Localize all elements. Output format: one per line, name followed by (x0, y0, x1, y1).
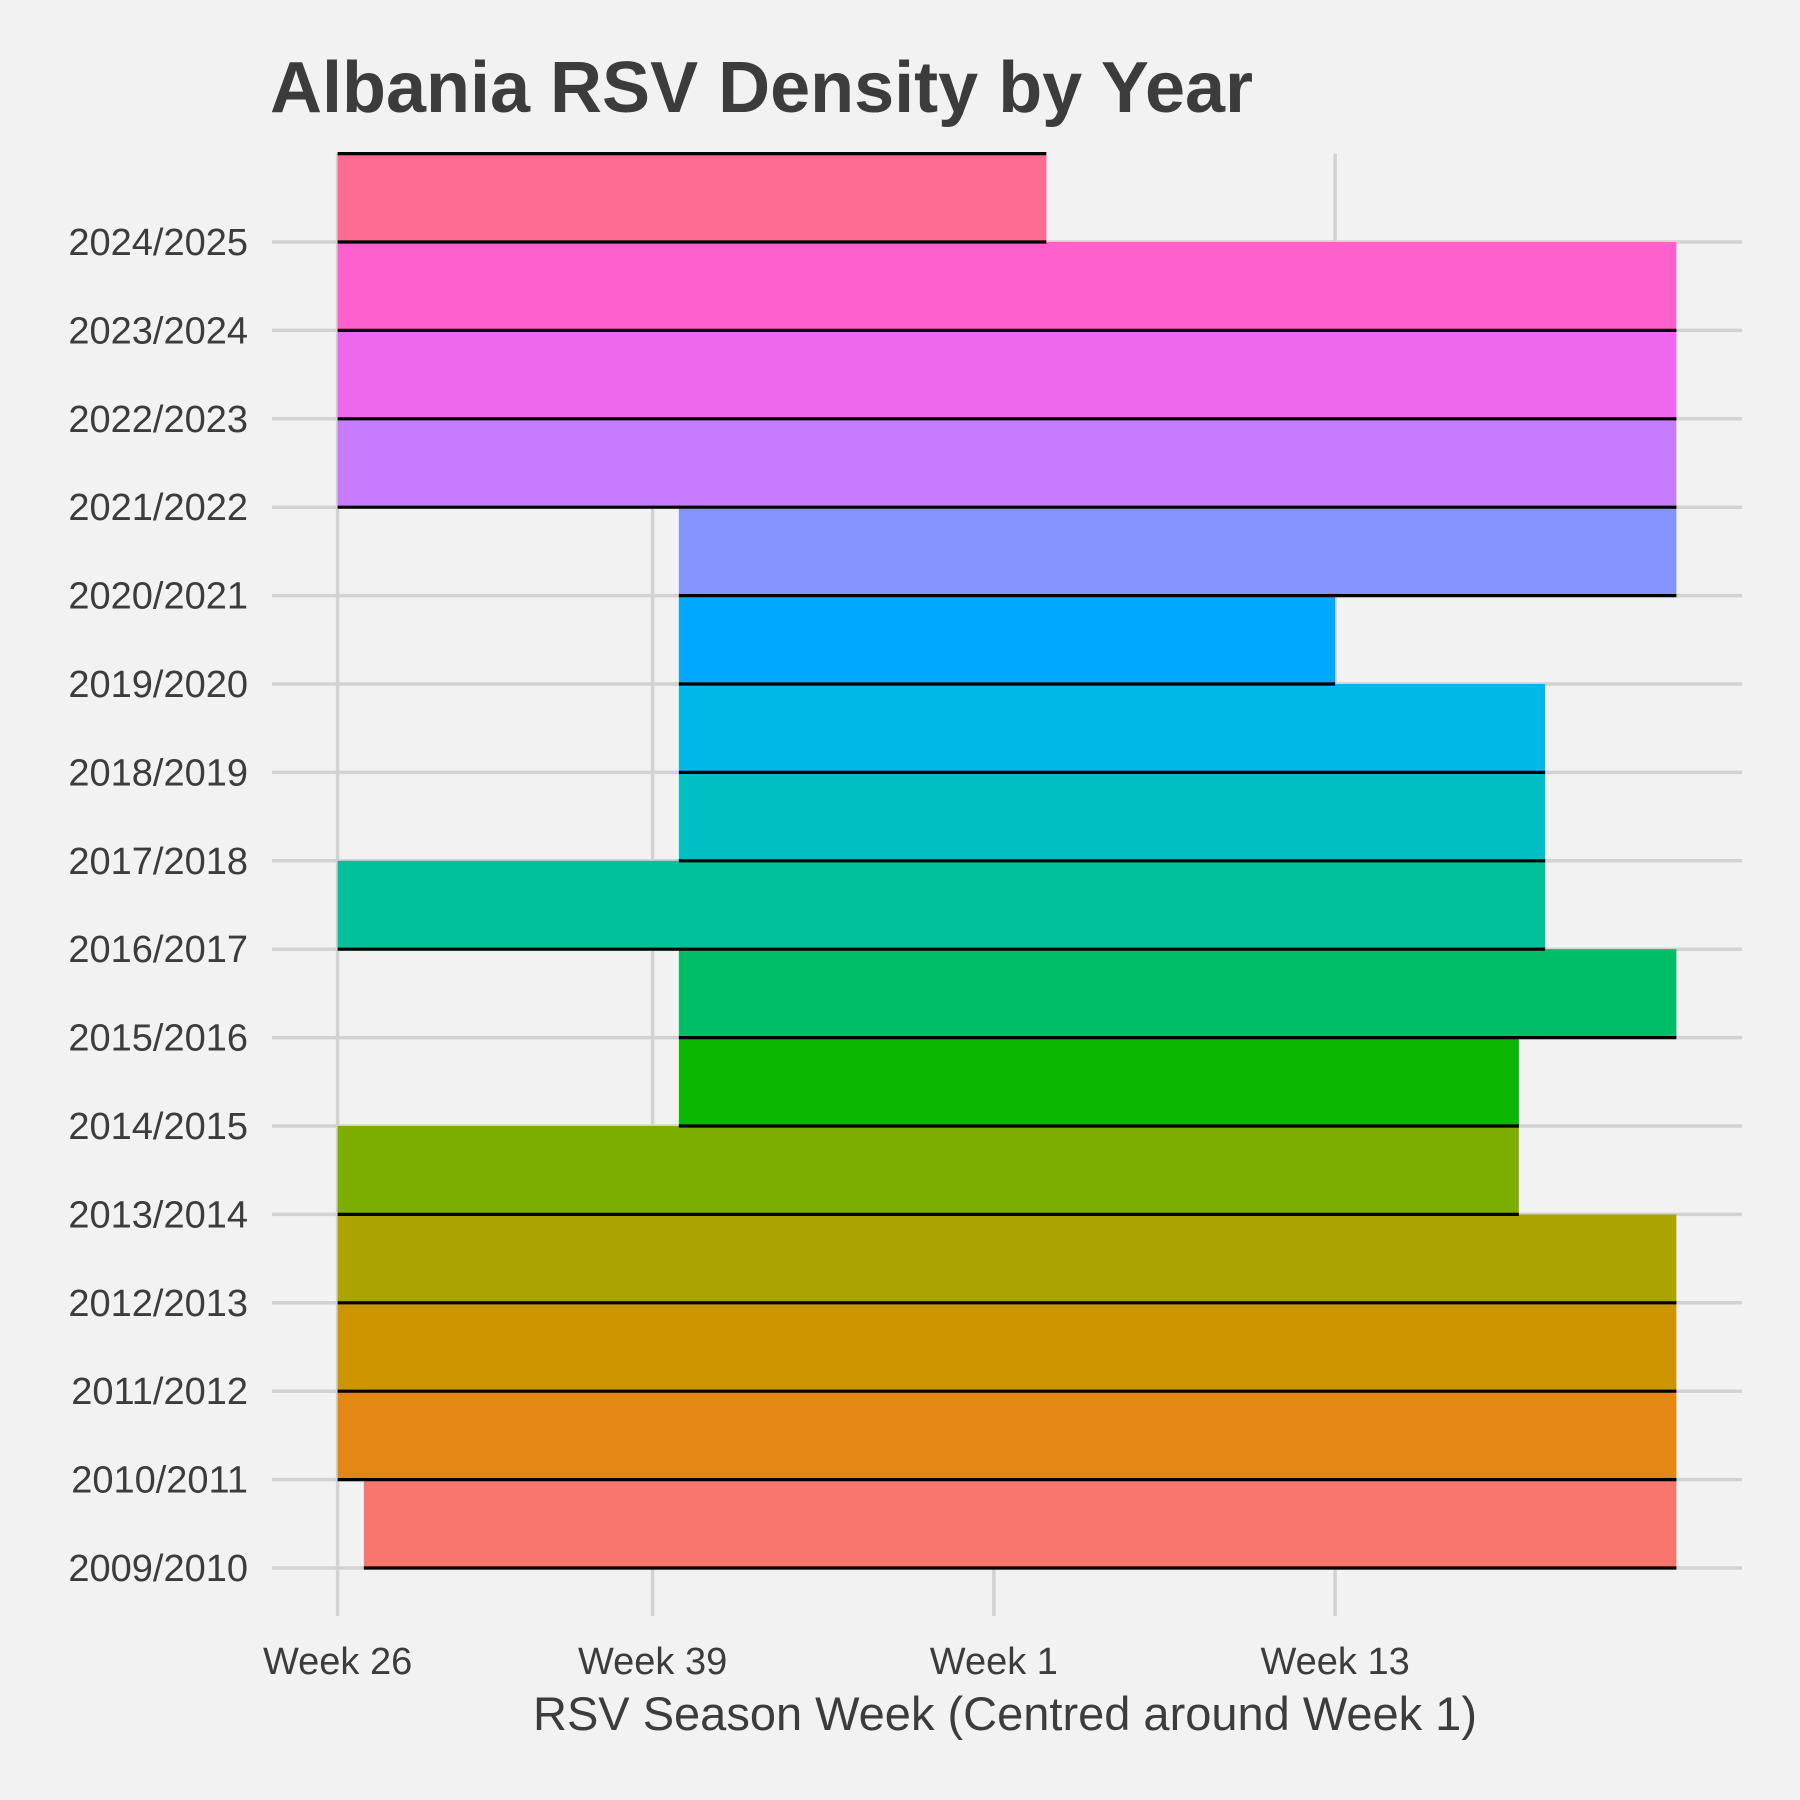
y-tick-label: 2011/2012 (71, 1371, 248, 1413)
y-tick-label: 2014/2015 (68, 1106, 248, 1148)
ridge-band-2019-2020 (678, 595, 1336, 684)
ridge-band-2012-2013 (337, 1214, 1677, 1303)
ridge-band-2023-2024 (337, 242, 1677, 331)
y-tick-label: 2013/2014 (68, 1194, 248, 1236)
ridge-layer (337, 152, 1677, 1570)
x-axis-labels: Week 26 Week 39 Week 1 Week 13 (263, 1641, 1410, 1683)
y-tick-label: 2023/2024 (68, 310, 248, 352)
ridge-band-2020-2021 (678, 507, 1677, 596)
x-tick-label: Week 26 (263, 1641, 412, 1683)
chart-title: Albania RSV Density by Year (270, 48, 1253, 128)
x-axis-title: RSV Season Week (Centred around Week 1) (533, 1687, 1477, 1740)
ridge-band-2011-2012 (337, 1302, 1677, 1392)
x-tick-label: Week 13 (1260, 1641, 1409, 1683)
y-tick-label: 2024/2025 (68, 222, 248, 264)
y-tick-label: 2009/2010 (68, 1548, 248, 1590)
y-tick-label: 2019/2020 (68, 664, 248, 706)
ridge-band-2010-2011 (337, 1391, 1677, 1480)
ridge-band-2014-2015 (678, 1037, 1519, 1126)
y-tick-label: 2016/2017 (68, 929, 248, 971)
ridge-band-2017-2018 (678, 772, 1546, 861)
x-tick-label: Week 1 (930, 1641, 1058, 1683)
ridge-band-2009-2010 (363, 1479, 1677, 1568)
ridge-band-2018-2019 (678, 684, 1546, 773)
y-tick-label: 2017/2018 (68, 841, 248, 883)
y-tick-label: 2018/2019 (68, 752, 248, 794)
y-axis-labels: 2009/2010 2010/2011 2011/2012 2012/2013 2013… (68, 222, 248, 1590)
y-tick-label: 2021/2022 (68, 487, 248, 529)
ridge-band-2022-2023 (337, 330, 1677, 419)
ridge-band-2016-2017 (337, 860, 1546, 950)
ridge-band-2013-2014 (337, 1126, 1519, 1215)
y-tick-label: 2015/2016 (68, 1018, 248, 1060)
ridge-band-2021-2022 (337, 418, 1677, 508)
x-tick-label: Week 39 (578, 1641, 727, 1683)
y-tick-label: 2012/2013 (68, 1283, 248, 1325)
ridge-band-2015-2016 (678, 949, 1677, 1038)
y-tick-label: 2022/2023 (68, 399, 248, 441)
y-tick-label: 2020/2021 (68, 576, 248, 618)
ridge-band-2024-2025 (337, 153, 1047, 242)
y-tick-label: 2010/2011 (71, 1460, 248, 1502)
